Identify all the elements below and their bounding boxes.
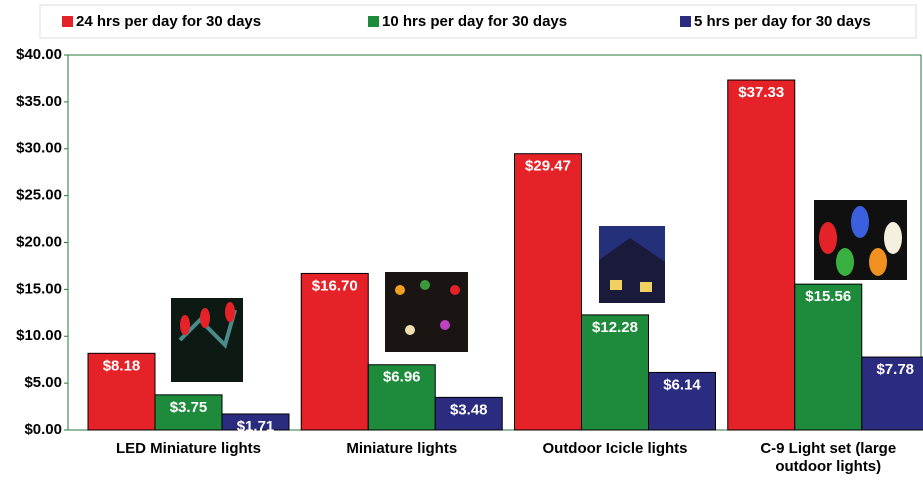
x-tick-label: Outdoor Icicle lights — [520, 440, 710, 458]
bar — [795, 284, 862, 430]
bar — [728, 80, 795, 430]
legend-label: 10 hrs per day for 30 days — [382, 13, 567, 30]
y-tick-label: $10.00 — [16, 327, 62, 344]
photo-icicle — [599, 226, 665, 303]
value-label: $3.48 — [450, 401, 488, 418]
x-tick-label: C-9 Light set (large outdoor lights) — [733, 440, 923, 476]
x-tick-label-box: Outdoor Icicle lights — [520, 440, 710, 485]
value-label: $1.71 — [237, 418, 275, 435]
value-label: $12.28 — [592, 319, 638, 336]
value-label: $8.18 — [103, 357, 141, 374]
value-label: $3.75 — [170, 399, 208, 416]
legend-swatch — [368, 16, 379, 27]
y-tick-label: $0.00 — [24, 421, 62, 438]
bar — [301, 273, 368, 430]
x-tick-label-box: LED Miniature lights — [94, 440, 284, 485]
legend-label: 24 hrs per day for 30 days — [76, 13, 261, 30]
value-label: $7.78 — [876, 361, 914, 378]
value-label: $6.96 — [383, 369, 421, 386]
x-tick-label: Miniature lights — [307, 440, 497, 458]
y-tick-label: $5.00 — [24, 374, 62, 391]
x-tick-label-box: Miniature lights — [307, 440, 497, 485]
value-label: $37.33 — [738, 84, 784, 101]
bar — [515, 154, 582, 430]
value-label: $16.70 — [312, 277, 358, 294]
value-label: $29.47 — [525, 158, 571, 175]
x-tick-label-box: C-9 Light set (large outdoor lights) — [733, 440, 923, 485]
legend-swatch — [62, 16, 73, 27]
chart: $0.00 $5.00 $10.00 $15.00 $20.00 $25.00 $30.00… — [0, 0, 923, 485]
y-tick-label: $20.00 — [16, 233, 62, 250]
value-label: $15.56 — [805, 288, 851, 305]
photo-led — [171, 298, 243, 382]
photo-mini — [385, 272, 468, 352]
y-tick-label: $25.00 — [16, 187, 62, 204]
legend-label: 5 hrs per day for 30 days — [694, 13, 871, 30]
y-tick-label: $35.00 — [16, 93, 62, 110]
x-tick-label: LED Miniature lights — [94, 440, 284, 458]
y-tick-label: $30.00 — [16, 140, 62, 157]
value-label: $6.14 — [663, 376, 701, 393]
legend-swatch — [680, 16, 691, 27]
y-tick-label: $15.00 — [16, 280, 62, 297]
y-tick-label: $40.00 — [16, 46, 62, 63]
photo-c9 — [814, 200, 907, 280]
